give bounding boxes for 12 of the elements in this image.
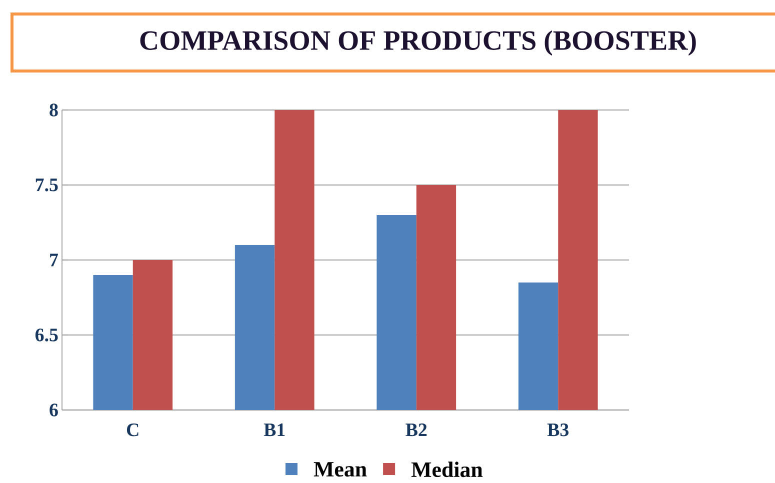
- legend-label: Median: [411, 462, 483, 478]
- x-tick-label: B3: [547, 424, 569, 436]
- y-tick-label: 6: [50, 404, 58, 416]
- x-tick-label: C: [126, 424, 138, 436]
- legend-label: Mean: [314, 462, 367, 477]
- x-tick-label: B2: [406, 424, 427, 436]
- y-tick-label: 7.5: [36, 178, 58, 192]
- y-tick-label: 6.5: [35, 328, 58, 342]
- y-tick-label: 8: [50, 104, 58, 116]
- y-tick-label: 7: [50, 254, 58, 266]
- chart-title: COMPARISON OF PRODUCTS (BOOSTER): [140, 30, 696, 56]
- x-tick-label: B1: [264, 424, 285, 436]
